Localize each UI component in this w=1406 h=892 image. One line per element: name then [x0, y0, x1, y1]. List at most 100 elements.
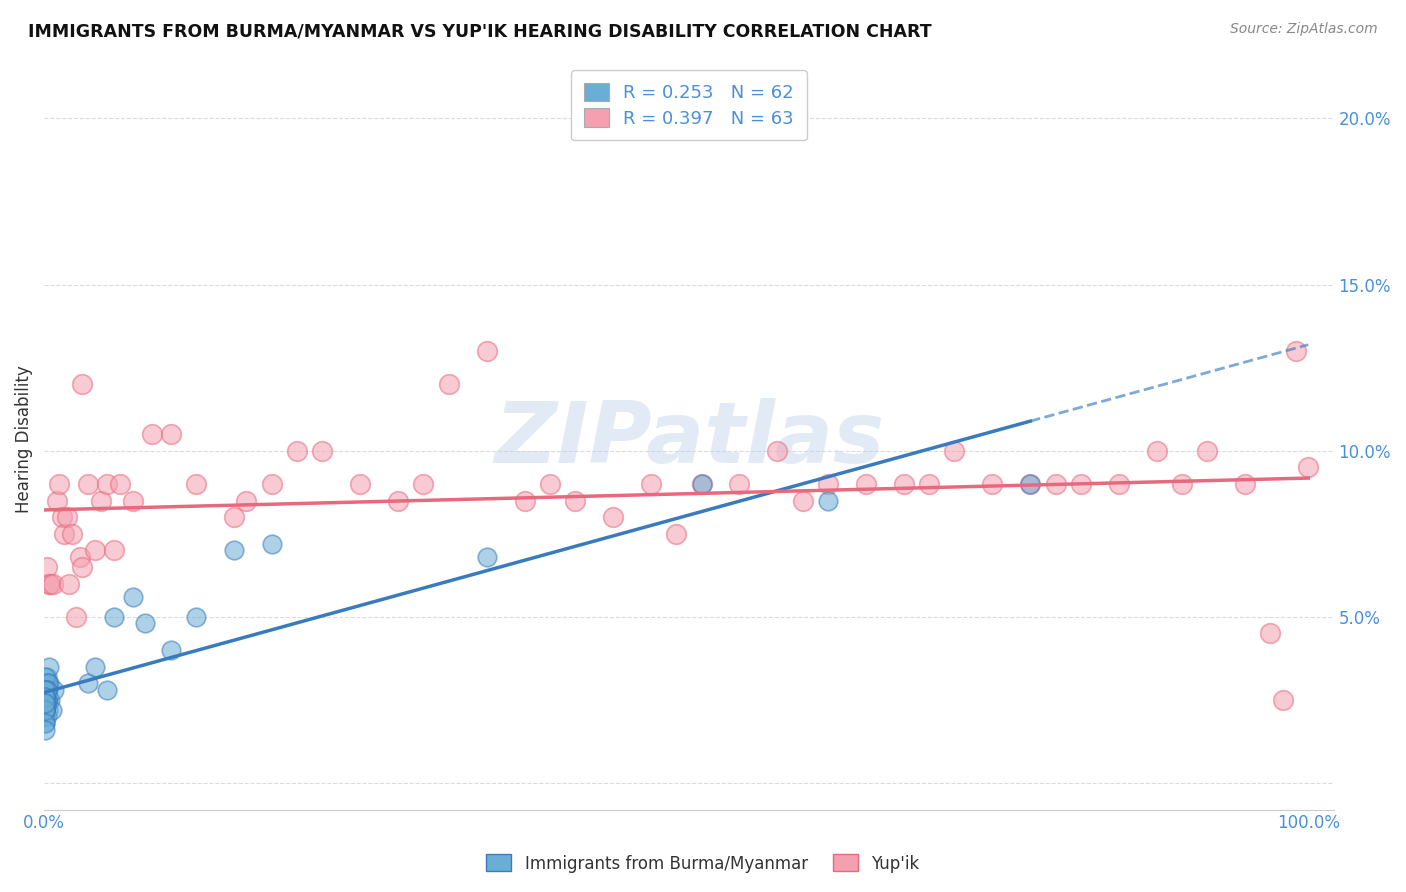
Point [311, 443, 333, 458]
Point [51, 510, 73, 524]
Point [260, 476, 283, 491]
Point [538, 476, 561, 491]
Point [34, 682, 56, 697]
Point [159, 643, 181, 657]
Point [893, 476, 915, 491]
Point [34, 690, 56, 704]
Point [58, 576, 80, 591]
Point [817, 476, 839, 491]
Point [34, 716, 56, 731]
Point [1019, 476, 1042, 491]
Y-axis label: Hearing Disability: Hearing Disability [15, 365, 32, 513]
Point [34, 682, 56, 697]
Point [34, 693, 56, 707]
Point [35, 682, 58, 697]
Point [260, 537, 283, 551]
Point [34, 703, 56, 717]
Point [141, 427, 163, 442]
Point [1234, 476, 1257, 491]
Point [70, 377, 93, 392]
Point [34, 693, 56, 707]
Point [34, 690, 56, 704]
Point [602, 510, 624, 524]
Point [943, 443, 966, 458]
Point [103, 609, 125, 624]
Point [41, 703, 63, 717]
Text: Source: ZipAtlas.com: Source: ZipAtlas.com [1230, 22, 1378, 37]
Point [34, 696, 56, 710]
Point [70, 560, 93, 574]
Point [42, 576, 65, 591]
Point [1108, 476, 1130, 491]
Point [77, 476, 100, 491]
Point [855, 476, 877, 491]
Point [1298, 460, 1320, 475]
Point [56, 510, 79, 524]
Point [285, 443, 308, 458]
Point [90, 493, 112, 508]
Point [35, 682, 58, 697]
Text: ZIPatlas: ZIPatlas [494, 398, 884, 481]
Point [690, 476, 713, 491]
Point [918, 476, 941, 491]
Point [1272, 693, 1295, 707]
Point [690, 476, 713, 491]
Point [38, 676, 60, 690]
Point [69, 549, 91, 564]
Point [35, 670, 58, 684]
Point [349, 476, 371, 491]
Point [44, 682, 66, 697]
Point [1146, 443, 1168, 458]
Point [222, 543, 245, 558]
Point [34, 703, 56, 717]
Point [39, 576, 62, 591]
Point [817, 493, 839, 508]
Legend: R = 0.253   N = 62, R = 0.397   N = 63: R = 0.253 N = 62, R = 0.397 N = 63 [571, 70, 807, 140]
Point [34, 723, 56, 737]
Point [475, 343, 498, 358]
Point [1070, 476, 1092, 491]
Point [513, 493, 536, 508]
Point [640, 476, 662, 491]
Point [1197, 443, 1219, 458]
Point [96, 682, 118, 697]
Point [1171, 476, 1194, 491]
Point [1045, 476, 1067, 491]
Point [34, 703, 56, 717]
Point [1285, 343, 1308, 358]
Point [134, 616, 156, 631]
Point [34, 676, 56, 690]
Point [96, 476, 118, 491]
Point [103, 543, 125, 558]
Point [34, 709, 56, 723]
Point [35, 682, 58, 697]
Point [34, 703, 56, 717]
Point [35, 709, 58, 723]
Point [34, 703, 56, 717]
Point [121, 493, 143, 508]
Point [34, 676, 56, 690]
Point [34, 696, 56, 710]
Point [34, 696, 56, 710]
Text: IMMIGRANTS FROM BURMA/MYANMAR VS YUP'IK HEARING DISABILITY CORRELATION CHART: IMMIGRANTS FROM BURMA/MYANMAR VS YUP'IK … [28, 22, 932, 40]
Point [34, 716, 56, 731]
Point [792, 493, 814, 508]
Point [34, 690, 56, 704]
Point [235, 493, 257, 508]
Point [35, 560, 58, 574]
Point [83, 659, 105, 673]
Point [34, 690, 56, 704]
Point [38, 659, 60, 673]
Point [65, 609, 87, 624]
Point [35, 693, 58, 707]
Point [35, 696, 58, 710]
Point [387, 493, 409, 508]
Point [37, 703, 59, 717]
Point [34, 696, 56, 710]
Point [34, 703, 56, 717]
Point [1260, 626, 1282, 640]
Point [159, 427, 181, 442]
Point [981, 476, 1004, 491]
Point [34, 670, 56, 684]
Point [38, 576, 60, 591]
